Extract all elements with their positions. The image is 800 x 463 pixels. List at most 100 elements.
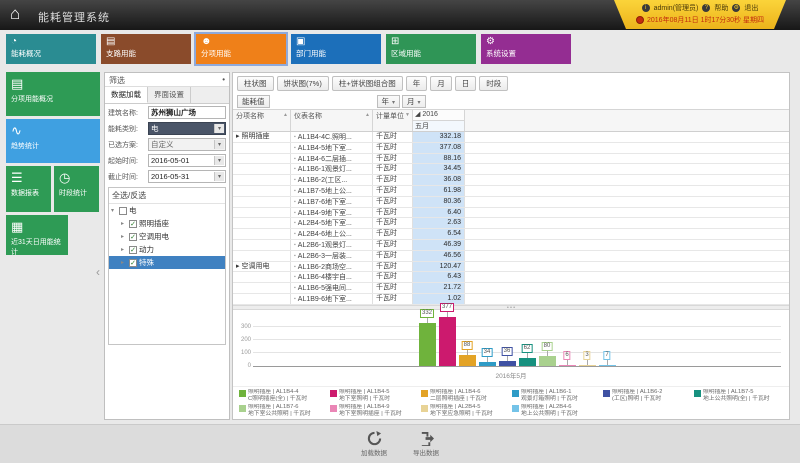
reload-data-button[interactable]: 加载数据 [361,431,387,457]
checkbox-checked[interactable]: ✓ [129,219,137,228]
toolbar-button-年[interactable]: 年 [405,75,428,91]
column-field-chip-年[interactable]: 年 ▾ [376,94,401,108]
checkbox-checked[interactable]: ✓ [129,232,137,241]
legend-item[interactable]: 照明插座 | AL1B6-1 观景灯箱照明 | 千瓦时 [512,389,601,402]
legend-item[interactable]: 照明插座 | AL2B4-6 地上公共照明 | 千瓦时 [512,404,601,417]
bar-照明插座 | AL1B4-4 C照明插座(全)[interactable] [418,322,436,366]
module-tile-系统设置[interactable]: ⚙ 系统设置 [481,34,571,64]
sidebar-item-分项用能概况[interactable]: ▤ 分项用能概况 [6,72,100,116]
chevron-down-icon[interactable]: ▾ [214,172,224,181]
legend-item[interactable]: 照明插座 | AL2B4-5 地下室应急照明 | 千瓦时 [421,404,510,417]
toolbar-button-柱+饼状图组合图[interactable]: 柱+饼状图组合图 [331,75,403,91]
tree-root-node[interactable]: ▾ 电 [109,204,225,217]
select-all-toggle[interactable]: 全选/反选 [109,188,225,204]
toolbar-button-日[interactable]: 日 [454,75,477,91]
legend-item[interactable]: 照明插座 | AL1B4-4 C照明插座(全) | 千瓦时 [239,389,328,402]
bar-照明插座 | AL2B4-6 地上公共照明[interactable] [598,365,616,366]
toolbar-button-时段[interactable]: 时段 [479,75,509,91]
filter-tab-数据加载[interactable]: 数据加载 [105,87,148,103]
field-value-建筑名称[interactable]: 苏州狮山广场 [148,106,226,119]
home-icon[interactable]: ⌂ [10,4,21,23]
column-header-计量单位[interactable]: 计量单位 ▼ [373,110,413,131]
module-tile-区域用能[interactable]: ⊞ 区域用能 [386,34,476,64]
bar-照明插座 | AL1B4-6 二层照明插座[interactable] [458,354,476,366]
checkbox-checked[interactable]: ✓ [129,258,137,267]
month-header-cell[interactable]: 五月 [413,120,464,131]
sidebar-item-近31天日用能统计[interactable]: ▦ 近31天日用能统计 [6,215,68,256]
field-value-能耗类别[interactable]: 电 ▾ [148,122,226,135]
bar-照明插座 | AL1B4-9 地下室照明插座[interactable] [558,365,576,366]
legend-item[interactable]: 照明插座 | AL1B4-5 地下室照明 | 千瓦时 [330,389,419,402]
chevron-down-icon[interactable]: ▾ [214,124,224,133]
expand-icon[interactable]: ▸ [121,221,125,227]
collapse-panel-handle[interactable]: ‹ [96,265,100,279]
expand-icon[interactable]: ▸ [121,234,125,240]
legend-item[interactable]: 照明插座 | AL1B6-2 (工区)照明 | 千瓦时 [603,389,692,402]
toolbar-button-柱状图[interactable]: 柱状图 [237,75,274,91]
info-icon[interactable]: i [642,4,650,12]
tree-node-动力[interactable]: ▸ ✓ 动力 [109,243,225,256]
sort-icon[interactable]: ▲ [283,112,288,118]
help-icon[interactable]: ? [702,4,710,12]
module-tile-分项用能[interactable]: ☻ 分项用能 [194,32,288,66]
bar-照明插座 | AL1B6-2 (工区)照明[interactable] [498,361,516,366]
field-value-截止时间[interactable]: 2016-05-31 ▾ [148,170,226,183]
tree-node-空调用电[interactable]: ▸ ✓ 空调用电 [109,230,225,243]
expand-icon[interactable]: ▸ [121,260,125,266]
field-value-已选方案[interactable]: 自定义 ▾ [148,138,226,151]
legend-item[interactable]: 照明插座 | AL1B7-6 地下室公共照明 | 千瓦时 [239,404,328,417]
splitter-handle[interactable]: • • • [233,305,789,311]
chevron-down-icon[interactable]: ▾ [214,140,224,149]
field-value-起始时间[interactable]: 2016-05-01 ▾ [148,154,226,167]
filter-tab-界面设置[interactable]: 界面设置 [148,87,191,103]
checkbox-unchecked[interactable] [119,206,127,215]
legend-item[interactable]: 照明插座 | AL1B7-5 地上公共照明(全) | 千瓦时 [694,389,783,402]
bar-照明插座 | AL1B4-5 地下室照明[interactable] [438,316,456,366]
help-link[interactable]: 帮助 [714,5,729,12]
legend-item[interactable]: 照明插座 | AL1B4-9 地下室照明插座 | 千瓦时 [330,404,419,417]
sidebar-item-趋势统计[interactable]: ∿ 趋势统计 [6,119,100,163]
column-header-分项名称[interactable]: 分项名称 ▲ [233,110,291,131]
pin-icon[interactable]: • [222,75,225,84]
logout-link[interactable]: 退出 [744,5,759,12]
chevron-down-icon[interactable]: ▾ [417,99,421,106]
chevron-down-icon[interactable]: ▾ [392,99,396,106]
sidebar-item-数据报表[interactable]: ☰ 数据报表 [6,166,51,212]
expand-icon[interactable]: ▸ [121,247,125,253]
bar-照明插座 | AL1B7-5 地上公共照明(全)[interactable] [518,357,536,366]
export-data-button[interactable]: 导出数据 [413,431,439,457]
column-field-chip-月[interactable]: 月 ▾ [402,94,426,108]
expand-icon[interactable]: ▾ [111,208,115,214]
chevron-down-icon[interactable]: ▾ [214,156,224,165]
gear-icon[interactable]: ⚙ [733,5,740,11]
toolbar-button-月[interactable]: 月 [430,75,452,91]
sidebar-item-时段统计[interactable]: ◷ 时段统计 [54,166,99,212]
measure-field-chip[interactable]: 能耗值 [237,94,270,108]
column-header-仪表名称[interactable]: 仪表名称 ▲ [291,110,373,131]
bar-照明插座 | AL1B6-1 观景灯箱照明[interactable] [478,361,496,366]
checkbox-checked[interactable]: ✓ [129,245,137,254]
module-tile-部门用能[interactable]: ▣ 部门用能 [291,34,381,64]
bar-照明插座 | AL1B7-6 地下室公共照明[interactable] [538,355,556,366]
tree-node-照明插座[interactable]: ▸ ✓ 照明插座 [109,217,225,230]
toolbar-button-饼状图(7%)[interactable]: 饼状图(7%) [276,75,329,91]
legend-item[interactable]: 照明插座 | AL1B4-6 二层照明插座 | 千瓦时 [421,389,510,402]
sort-icon[interactable]: ▼ [405,112,410,118]
bar-照明插座 | AL2B4-5 地下室应急照明[interactable] [578,365,596,366]
